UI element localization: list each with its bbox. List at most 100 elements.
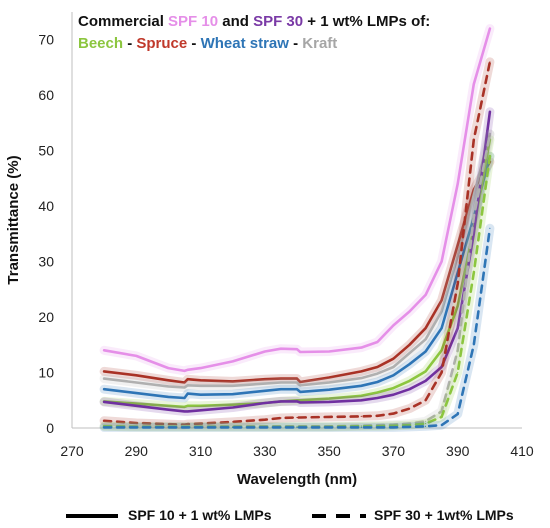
data-point bbox=[489, 28, 491, 30]
data-point bbox=[135, 402, 137, 405]
data-point bbox=[360, 377, 362, 379]
data-point bbox=[232, 426, 234, 429]
data-point bbox=[183, 406, 186, 408]
data-point bbox=[408, 344, 411, 346]
data-point bbox=[232, 393, 234, 395]
data-point bbox=[299, 384, 301, 386]
data-point bbox=[392, 426, 395, 429]
data-point bbox=[199, 379, 202, 381]
x-tick-label: 410 bbox=[510, 443, 534, 459]
data-point bbox=[167, 426, 170, 429]
axes: 270 290 310 330 350 370 390 410 0 10 20 30 40 50 60 70 W… bbox=[5, 12, 534, 488]
data-point bbox=[299, 351, 301, 353]
x-tick-label: 330 bbox=[253, 443, 277, 459]
data-point bbox=[392, 425, 395, 427]
data-point bbox=[264, 426, 266, 429]
data-point bbox=[473, 138, 475, 141]
data-point bbox=[103, 401, 105, 403]
data-point bbox=[199, 422, 202, 425]
data-point bbox=[489, 227, 491, 229]
data-point bbox=[264, 383, 266, 385]
data-point bbox=[457, 327, 459, 329]
data-point bbox=[135, 355, 137, 357]
data-point bbox=[360, 370, 362, 373]
x-tick-label: 270 bbox=[60, 443, 84, 459]
data-point bbox=[408, 424, 411, 426]
data-point bbox=[376, 373, 378, 375]
legend-title-line-2: Beech - Spruce - Wheat straw - Kraft bbox=[78, 35, 337, 52]
data-point bbox=[187, 405, 189, 407]
data-point bbox=[328, 350, 330, 353]
data-point bbox=[296, 416, 298, 419]
data-point bbox=[167, 379, 170, 381]
data-point bbox=[264, 402, 266, 404]
data-point bbox=[441, 416, 443, 418]
data-point bbox=[408, 422, 411, 425]
data-point bbox=[424, 350, 427, 353]
data-point bbox=[473, 233, 475, 235]
data-point bbox=[408, 363, 411, 365]
legend-run: - bbox=[187, 35, 200, 52]
legend-run: SPF 30 bbox=[253, 13, 303, 30]
y-axis-title: Transmittance (%) bbox=[5, 155, 22, 284]
data-point bbox=[489, 61, 491, 63]
data-point bbox=[199, 409, 202, 411]
data-point bbox=[280, 378, 282, 380]
data-point bbox=[424, 338, 427, 340]
data-point bbox=[232, 421, 234, 423]
data-point bbox=[328, 389, 330, 391]
data-point bbox=[299, 399, 301, 401]
data-point bbox=[489, 111, 491, 113]
dashed-legend-label: SPF 30 + 1wt% LMPs bbox=[374, 507, 514, 523]
x-tick-label: 310 bbox=[189, 443, 213, 459]
data-point bbox=[199, 405, 202, 407]
legend-run: Spruce bbox=[136, 35, 187, 52]
data-point bbox=[280, 381, 282, 384]
data-point bbox=[280, 388, 282, 390]
data-point bbox=[296, 378, 298, 380]
data-point bbox=[299, 416, 301, 419]
data-point bbox=[473, 216, 475, 218]
legend-run: and bbox=[218, 13, 253, 30]
data-point bbox=[167, 367, 170, 369]
data-point bbox=[457, 255, 459, 257]
data-point bbox=[424, 380, 427, 382]
data-point bbox=[424, 294, 427, 296]
data-point bbox=[376, 426, 378, 429]
data-point bbox=[299, 426, 301, 429]
data-point bbox=[296, 381, 298, 384]
data-point bbox=[183, 426, 186, 429]
data-point bbox=[187, 423, 189, 425]
data-point bbox=[299, 391, 301, 393]
data-point bbox=[103, 420, 105, 422]
solid-legend-label: SPF 10 + 1 wt% LMPs bbox=[128, 507, 272, 523]
data-point bbox=[232, 385, 234, 387]
data-point bbox=[489, 155, 491, 157]
legend: Commercial SPF 10 and SPF 30 + 1 wt% LMP… bbox=[78, 13, 430, 52]
data-point bbox=[135, 392, 137, 394]
data-point bbox=[199, 367, 202, 369]
data-point bbox=[376, 391, 378, 394]
data-point bbox=[376, 381, 378, 383]
data-point bbox=[187, 393, 189, 395]
data-point bbox=[328, 416, 330, 418]
data-point bbox=[299, 401, 301, 404]
spf-30-solid-series bbox=[99, 107, 495, 416]
data-point bbox=[441, 366, 443, 368]
data-point bbox=[441, 371, 443, 374]
x-axis-title: Wavelength (nm) bbox=[237, 471, 357, 488]
data-point bbox=[183, 386, 186, 389]
data-point bbox=[457, 183, 459, 185]
data-point bbox=[103, 388, 105, 390]
data-point bbox=[376, 397, 378, 399]
data-point bbox=[232, 380, 234, 383]
data-point bbox=[328, 398, 330, 400]
bottom-legend: SPF 10 + 1 wt% LMPs SPF 30 + 1wt% LMPs bbox=[66, 507, 514, 523]
data-point bbox=[135, 405, 137, 407]
series-layer bbox=[99, 24, 495, 432]
data-point bbox=[199, 385, 202, 387]
data-point bbox=[183, 424, 186, 426]
data-point bbox=[392, 387, 395, 389]
data-point bbox=[457, 305, 459, 307]
wheat-straw-dashed-series bbox=[99, 223, 495, 432]
